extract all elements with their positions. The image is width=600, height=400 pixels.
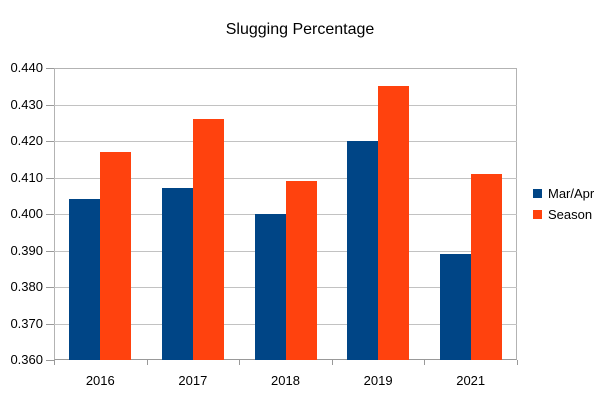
gridline xyxy=(54,104,517,106)
gridline xyxy=(54,177,517,179)
x-axis-tick xyxy=(517,360,518,365)
x-axis-category-label: 2018 xyxy=(271,373,300,388)
bar-season-2021 xyxy=(470,173,502,360)
y-axis-tick-label: 0.360 xyxy=(10,352,43,367)
legend-swatch-icon xyxy=(533,188,542,198)
bar-mar-apr-2018 xyxy=(254,214,286,360)
legend-item-mar-apr: Mar/Apr xyxy=(533,183,594,203)
y-axis-tick xyxy=(46,250,54,252)
y-axis-tick-label: 0.370 xyxy=(10,315,43,331)
x-axis-category-label: 2021 xyxy=(456,373,486,388)
chart-title: Slugging Percentage xyxy=(225,21,375,38)
bar-mar-apr-2016 xyxy=(69,199,101,360)
y-axis-tick-label: 0.410 xyxy=(10,169,43,185)
y-axis-tick xyxy=(46,214,54,215)
gridline xyxy=(54,141,517,142)
legend-label: Mar/Apr xyxy=(548,185,595,201)
y-axis-tick xyxy=(46,323,54,325)
y-axis-tick xyxy=(46,104,54,106)
y-axis-tick xyxy=(46,287,54,288)
legend: Mar/Apr Season xyxy=(533,183,594,225)
legend-item-season: Season xyxy=(533,204,594,224)
x-axis-tick xyxy=(239,360,241,365)
bar-mar-apr-2017 xyxy=(161,188,193,360)
y-axis-tick xyxy=(46,141,54,142)
x-axis-category-label: 2019 xyxy=(363,373,393,388)
x-axis-tick xyxy=(331,360,333,365)
bar-mar-apr-2019 xyxy=(347,141,379,360)
y-axis-tick-label: 0.400 xyxy=(10,206,43,221)
legend-swatch-icon xyxy=(533,209,542,219)
bar-season-2018 xyxy=(285,181,317,360)
bar-season-2017 xyxy=(192,119,224,360)
y-axis-tick-label: 0.420 xyxy=(10,133,43,148)
bar-mar-apr-2021 xyxy=(439,254,471,360)
legend-label: Season xyxy=(548,206,593,222)
y-axis-tick-label: 0.380 xyxy=(10,279,43,294)
y-axis-tick xyxy=(46,360,54,361)
x-axis-category-label: 2017 xyxy=(178,373,208,388)
bar-season-2019 xyxy=(378,86,410,360)
y-axis-tick xyxy=(46,177,54,179)
x-axis-category-label: 2016 xyxy=(85,373,115,388)
bar-season-2016 xyxy=(100,151,132,360)
x-axis-tick xyxy=(54,360,55,365)
y-axis-tick xyxy=(46,68,54,69)
x-axis-tick xyxy=(146,360,148,365)
x-axis-tick xyxy=(424,360,426,365)
y-axis-tick-label: 0.440 xyxy=(10,60,43,75)
y-axis-tick-label: 0.390 xyxy=(10,242,43,258)
y-axis-tick-label: 0.430 xyxy=(10,96,43,112)
